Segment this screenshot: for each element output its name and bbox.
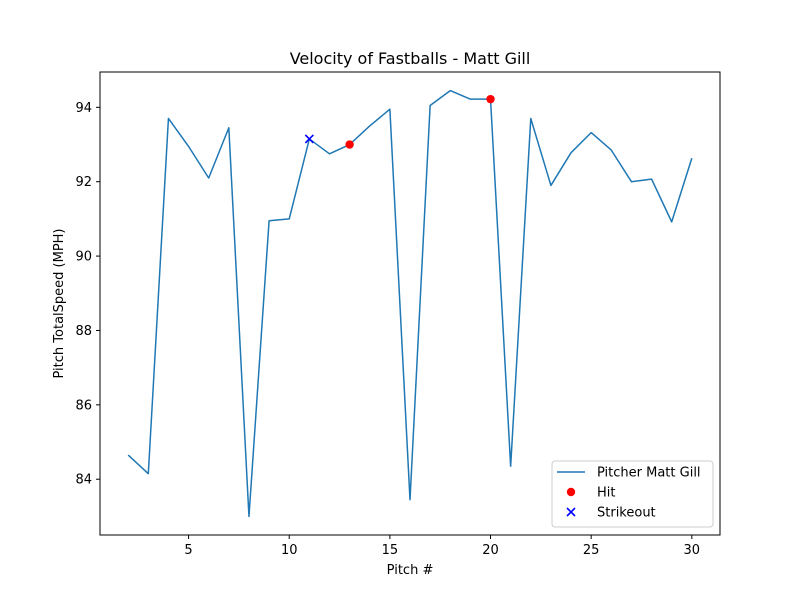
hit-point bbox=[486, 94, 495, 104]
x-tick-label: 20 bbox=[482, 543, 499, 558]
x-tick-label: 15 bbox=[382, 543, 399, 558]
x-tick-label: 25 bbox=[583, 543, 600, 558]
x-tick-label: 10 bbox=[281, 543, 298, 558]
legend-swatch-strikeout bbox=[566, 507, 576, 517]
legend-label: Pitcher Matt Gill bbox=[597, 466, 701, 481]
legend-label: Strikeout bbox=[597, 506, 656, 521]
hit-point bbox=[345, 140, 354, 149]
y-tick-label: 86 bbox=[75, 398, 92, 413]
y-tick-label: 94 bbox=[75, 101, 92, 116]
legend: Pitcher Matt Gill Hit Strikeout bbox=[551, 460, 714, 528]
x-axis: 5 10 15 20 25 30 bbox=[184, 535, 700, 558]
x-tick-label: 30 bbox=[684, 543, 701, 558]
legend-label: Hit bbox=[597, 486, 615, 501]
legend-box bbox=[551, 460, 714, 528]
y-tick-label: 92 bbox=[75, 175, 92, 190]
y-tick-label: 90 bbox=[75, 250, 92, 265]
y-axis-label: Pitch TotalSpeed (MPH) bbox=[52, 228, 67, 378]
chart-title: Velocity of Fastballs - Matt Gill bbox=[290, 49, 531, 68]
x-tick-label: 5 bbox=[184, 543, 192, 558]
y-axis: 84 86 88 90 92 94 bbox=[75, 101, 100, 488]
legend-swatch-hit bbox=[566, 487, 576, 497]
strikeout-point bbox=[304, 134, 314, 144]
series-line-pitcher bbox=[127, 89, 693, 518]
y-tick-label: 88 bbox=[75, 324, 92, 339]
y-tick-label: 84 bbox=[75, 473, 92, 488]
plot-frame bbox=[99, 71, 721, 536]
x-axis-label: Pitch # bbox=[387, 563, 434, 578]
plot-area bbox=[127, 89, 693, 518]
